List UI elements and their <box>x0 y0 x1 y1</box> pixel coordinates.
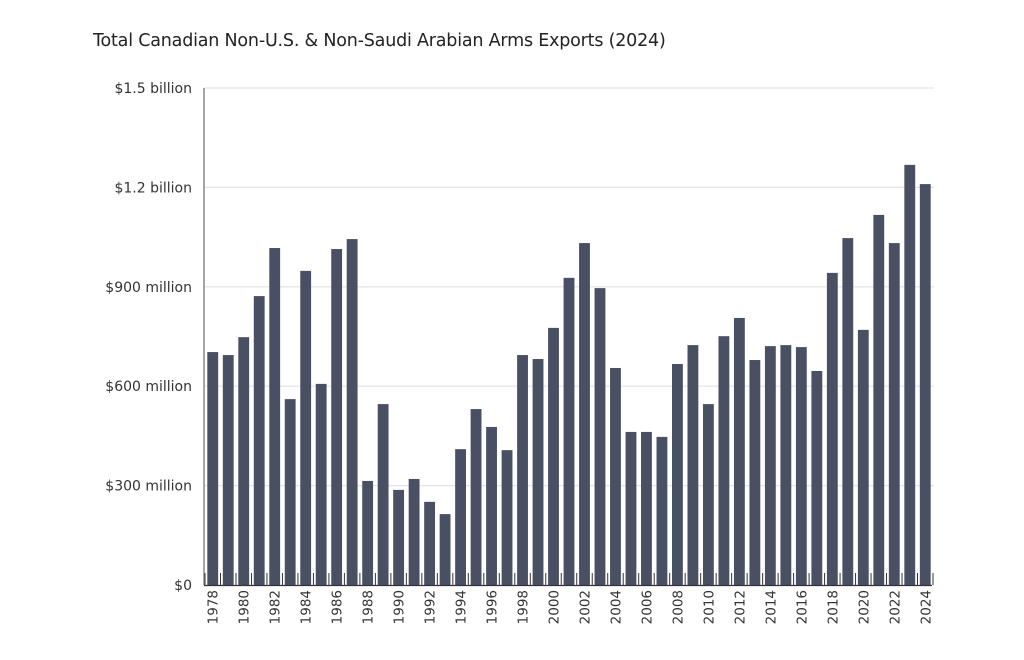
bar-1986[interactable] <box>331 249 343 585</box>
x-tick-label: 1988 <box>361 590 377 624</box>
bar-1988[interactable] <box>362 480 374 585</box>
x-tick-label: 1978 <box>206 590 222 624</box>
bar-1980[interactable] <box>238 337 250 585</box>
bar-2005[interactable] <box>625 431 637 585</box>
bar-2003[interactable] <box>594 288 606 585</box>
bar-1983[interactable] <box>284 399 296 585</box>
bar-2023[interactable] <box>904 164 916 586</box>
x-tick-label: 1984 <box>299 590 315 624</box>
x-tick-label: 2020 <box>856 590 872 624</box>
bar-1996[interactable] <box>486 426 497 585</box>
bar-2015[interactable] <box>780 345 792 585</box>
bar-2013[interactable] <box>749 360 761 585</box>
bar-2000[interactable] <box>548 327 559 585</box>
bar-1997[interactable] <box>501 450 513 585</box>
bar-2006[interactable] <box>641 431 652 585</box>
bar-1994[interactable] <box>455 449 466 585</box>
x-tick-label: 2004 <box>608 590 624 624</box>
bar-2024[interactable] <box>919 184 931 585</box>
bar-2011[interactable] <box>718 336 730 585</box>
x-tick-label: 2018 <box>825 590 841 624</box>
axes <box>203 88 932 587</box>
bar-1981[interactable] <box>253 296 265 585</box>
x-tick-label: 1990 <box>392 590 408 624</box>
y-tick-label: $300 million <box>105 479 192 495</box>
bar-2021[interactable] <box>873 214 885 585</box>
x-tick-label: 1992 <box>423 590 439 624</box>
x-tick-label: 1982 <box>268 590 284 624</box>
y-tick-label: $900 million <box>105 280 192 296</box>
bar-1999[interactable] <box>532 359 544 585</box>
x-tick-label: 1980 <box>237 590 253 624</box>
bar-1995[interactable] <box>470 409 482 585</box>
y-tick-label: $1.5 billion <box>114 81 192 97</box>
bar-1987[interactable] <box>346 239 358 585</box>
bar-2002[interactable] <box>579 243 590 585</box>
bar-2004[interactable] <box>610 367 621 585</box>
y-tick-label: $600 million <box>105 379 192 395</box>
chart-title: Total Canadian Non-U.S. & Non-Saudi Arab… <box>93 31 666 51</box>
x-tick-label: 1986 <box>330 590 346 624</box>
bar-1985[interactable] <box>315 383 327 585</box>
bar-2008[interactable] <box>672 364 683 585</box>
x-tick-label: 2006 <box>639 590 655 624</box>
bar-1998[interactable] <box>517 355 528 585</box>
x-tick-label: 2002 <box>577 590 593 624</box>
bar-1991[interactable] <box>408 478 420 585</box>
bar-2007[interactable] <box>656 436 668 585</box>
x-tick-label: 2016 <box>794 590 810 624</box>
bars <box>207 164 931 586</box>
bar-1978[interactable] <box>207 352 219 585</box>
bar-2014[interactable] <box>764 346 776 585</box>
x-tick-label: 1996 <box>485 590 501 624</box>
x-tick-label: 2022 <box>887 590 903 624</box>
bar-1990[interactable] <box>393 489 405 585</box>
y-tick-label: $0 <box>174 578 192 594</box>
bar-2001[interactable] <box>563 277 575 585</box>
bar-1984[interactable] <box>300 270 312 585</box>
bar-1993[interactable] <box>439 514 451 585</box>
x-axis-ticks: 1978 1980 1982 1984 1986 1988 1990 1992 1994 1996… <box>204 573 934 624</box>
bar-1989[interactable] <box>377 404 389 585</box>
bar-2020[interactable] <box>857 329 869 585</box>
bar-2012[interactable] <box>733 317 745 585</box>
bar-1982[interactable] <box>269 248 281 585</box>
x-tick-label: 1998 <box>516 590 532 624</box>
y-axis-ticks: $0 $300 million $600 million $900 million $1… <box>105 81 192 594</box>
x-tick-label: 1994 <box>454 590 470 624</box>
bar-2018[interactable] <box>826 272 838 585</box>
bar-2009[interactable] <box>687 345 699 585</box>
bar-1992[interactable] <box>424 501 436 585</box>
x-tick-label: 2014 <box>763 590 779 624</box>
bar-2016[interactable] <box>795 347 807 585</box>
y-tick-label: $1.2 billion <box>114 180 192 196</box>
x-tick-label: 2008 <box>670 590 686 624</box>
x-tick-label: 2012 <box>732 590 748 624</box>
x-tick-label: 2000 <box>547 590 563 624</box>
bar-2010[interactable] <box>702 404 714 585</box>
bar-1979[interactable] <box>222 355 234 585</box>
bar-2017[interactable] <box>811 370 823 585</box>
x-tick-label: 2010 <box>701 590 717 624</box>
x-tick-label: 2024 <box>918 590 934 624</box>
bar-2022[interactable] <box>888 243 900 585</box>
bar-2019[interactable] <box>842 238 854 585</box>
